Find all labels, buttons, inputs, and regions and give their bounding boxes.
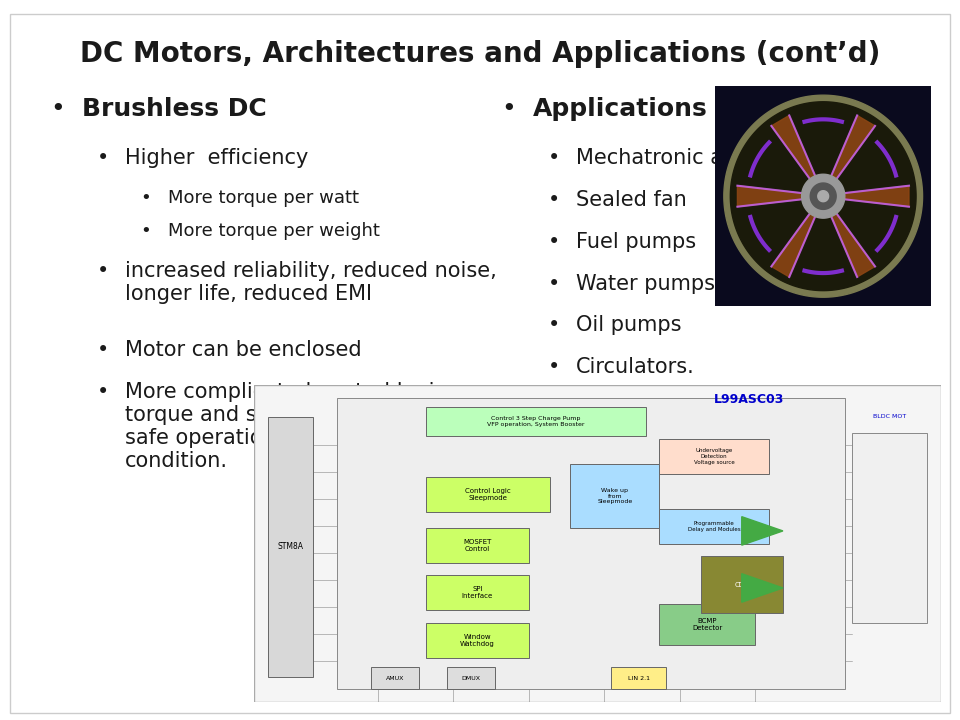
- Polygon shape: [737, 186, 806, 207]
- Text: More torque per weight: More torque per weight: [168, 222, 380, 240]
- Text: •: •: [548, 274, 560, 294]
- Text: •: •: [548, 357, 560, 377]
- FancyBboxPatch shape: [570, 464, 660, 528]
- Text: •: •: [97, 148, 108, 168]
- Text: Undervoltage
Detection
Voltage source: Undervoltage Detection Voltage source: [694, 448, 734, 465]
- Text: More torque per watt: More torque per watt: [168, 189, 359, 207]
- FancyBboxPatch shape: [426, 477, 549, 512]
- Text: •: •: [97, 340, 108, 360]
- Text: •: •: [548, 232, 560, 252]
- FancyBboxPatch shape: [426, 623, 529, 657]
- FancyBboxPatch shape: [254, 385, 941, 702]
- FancyBboxPatch shape: [337, 398, 845, 689]
- Polygon shape: [802, 174, 845, 218]
- Text: DMUX: DMUX: [461, 676, 480, 680]
- Polygon shape: [829, 210, 876, 277]
- Text: MOSFET
Control: MOSFET Control: [464, 539, 492, 552]
- Text: •: •: [140, 189, 152, 207]
- Text: AMUX: AMUX: [386, 676, 404, 680]
- Polygon shape: [829, 115, 876, 182]
- Text: •: •: [548, 148, 560, 168]
- FancyBboxPatch shape: [852, 433, 927, 623]
- Text: STM8A: STM8A: [277, 542, 303, 552]
- Text: •: •: [501, 97, 516, 121]
- Text: Control Logic
Sleepmode: Control Logic Sleepmode: [465, 488, 511, 501]
- Text: Control 3 Step Charge Pump
VFP operation, System Booster: Control 3 Step Charge Pump VFP operation…: [487, 416, 585, 427]
- Polygon shape: [771, 210, 817, 277]
- Polygon shape: [810, 183, 836, 210]
- Polygon shape: [818, 191, 828, 202]
- Polygon shape: [724, 95, 923, 297]
- Polygon shape: [742, 574, 783, 602]
- FancyBboxPatch shape: [660, 604, 756, 645]
- Text: BCMP
Detector: BCMP Detector: [692, 618, 723, 631]
- Polygon shape: [742, 517, 783, 545]
- Polygon shape: [771, 115, 817, 182]
- FancyBboxPatch shape: [426, 528, 529, 562]
- FancyBboxPatch shape: [426, 408, 646, 436]
- Text: •: •: [140, 222, 152, 240]
- Text: •: •: [97, 382, 108, 402]
- Polygon shape: [731, 102, 916, 291]
- FancyBboxPatch shape: [426, 575, 529, 610]
- Text: •: •: [50, 97, 65, 121]
- FancyBboxPatch shape: [660, 439, 769, 474]
- Text: Mechatronic apps: Mechatronic apps: [576, 148, 760, 168]
- Text: Water pumps: Water pumps: [576, 274, 715, 294]
- Text: Fuel pumps: Fuel pumps: [576, 232, 696, 252]
- FancyBboxPatch shape: [372, 667, 420, 689]
- Text: L99ASC03: L99ASC03: [713, 393, 783, 406]
- Text: LIN 2.1: LIN 2.1: [628, 676, 650, 680]
- Text: •: •: [548, 315, 560, 336]
- Text: •: •: [548, 190, 560, 210]
- Text: Higher  efficiency: Higher efficiency: [125, 148, 308, 168]
- FancyBboxPatch shape: [612, 667, 666, 689]
- Text: CDA: CDA: [734, 582, 749, 588]
- Text: •: •: [97, 261, 108, 281]
- Text: Sealed fan: Sealed fan: [576, 190, 686, 210]
- Text: Window
Watchdog: Window Watchdog: [460, 634, 494, 647]
- Text: Programmable
Delay and Modules: Programmable Delay and Modules: [688, 521, 740, 531]
- FancyBboxPatch shape: [660, 509, 769, 544]
- Text: increased reliability, reduced noise,
longer life, reduced EMI: increased reliability, reduced noise, lo…: [125, 261, 496, 304]
- FancyBboxPatch shape: [268, 417, 313, 677]
- Text: Circulators.: Circulators.: [576, 357, 695, 377]
- FancyBboxPatch shape: [446, 667, 494, 689]
- Text: Motor can be enclosed: Motor can be enclosed: [125, 340, 361, 360]
- Text: BLDC MOT: BLDC MOT: [873, 415, 906, 419]
- Text: DC Motors, Architectures and Applications (cont’d): DC Motors, Architectures and Application…: [80, 40, 880, 68]
- Text: Applications: Applications: [533, 97, 708, 121]
- Text: More complicated control logic,
torque and speed control to ensure
safe operatio: More complicated control logic, torque a…: [125, 382, 492, 471]
- Polygon shape: [840, 186, 909, 207]
- Text: Wake up
from
Sleepmode: Wake up from Sleepmode: [597, 487, 633, 505]
- Text: SPI
Interface: SPI Interface: [462, 586, 493, 599]
- Text: Oil pumps: Oil pumps: [576, 315, 682, 336]
- Text: Brushless DC: Brushless DC: [82, 97, 266, 121]
- FancyBboxPatch shape: [701, 557, 783, 613]
